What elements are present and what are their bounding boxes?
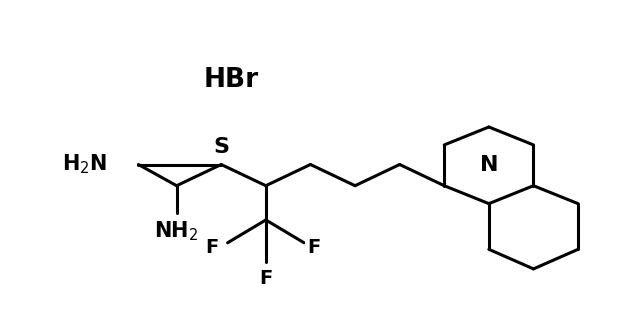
Text: NH$_2$: NH$_2$	[154, 219, 199, 243]
Text: H$_2$N: H$_2$N	[61, 153, 107, 176]
Text: S: S	[213, 137, 229, 157]
Text: F: F	[205, 238, 218, 257]
Text: HBr: HBr	[204, 67, 259, 93]
Text: N: N	[479, 155, 498, 174]
Text: F: F	[259, 269, 273, 288]
Text: F: F	[307, 238, 320, 257]
